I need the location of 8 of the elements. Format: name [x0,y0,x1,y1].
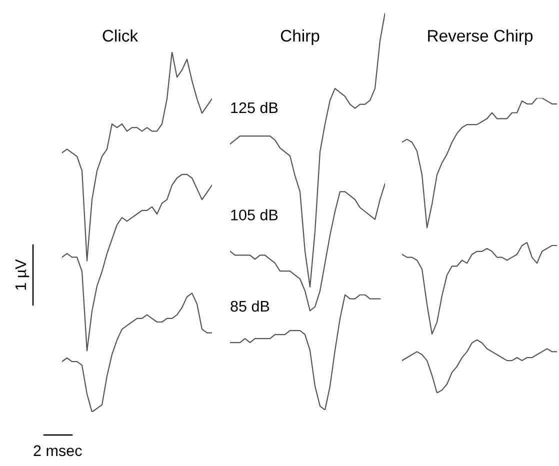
annotation: 105 dB [231,209,278,220]
text: 2 msec [34,445,82,456]
chart-title: Click [102,29,138,42]
text: Chirp [280,29,320,45]
chart-title: Reverse Chirp [428,29,533,45]
annotation: 125 dB [231,102,278,114]
text: 1 µV [15,259,30,290]
annotation: 85 dB [230,300,270,312]
